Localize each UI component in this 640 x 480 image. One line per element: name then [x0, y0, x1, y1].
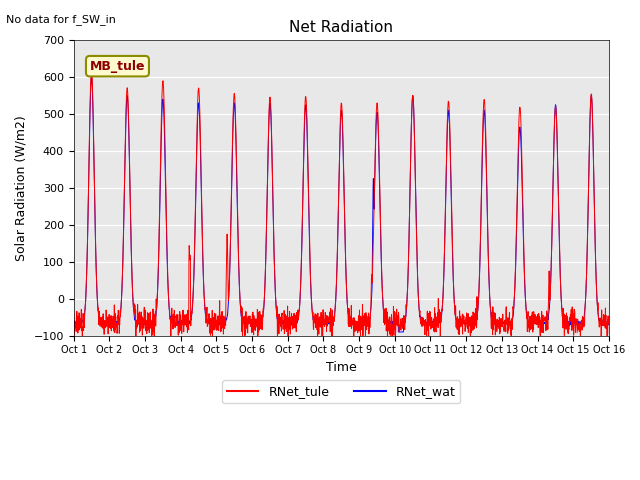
Text: No data for f_SW_in: No data for f_SW_in [6, 14, 116, 25]
RNet_wat [497, 321, 505, 327]
Line: RNet_tule: RNet_tule [74, 70, 609, 343]
RNet_wat [573, 320, 580, 325]
RNet_wat [70, 319, 77, 325]
RNet_tule [383, 340, 391, 346]
RNet_wat [395, 329, 403, 335]
RNet_wat [558, 308, 566, 313]
Line: RNet_wat: RNet_wat [74, 77, 609, 332]
RNet_wat [88, 74, 95, 80]
RNet_tule [369, 273, 376, 279]
RNet_tule [220, 316, 227, 322]
RNet_tule [558, 308, 566, 314]
X-axis label: Time: Time [326, 361, 356, 374]
RNet_tule [70, 308, 77, 314]
Title: Net Radiation: Net Radiation [289, 20, 393, 35]
RNet_tule [88, 67, 95, 72]
RNet_wat [369, 261, 376, 266]
Legend: RNet_tule, RNet_wat: RNet_tule, RNet_wat [222, 380, 460, 403]
RNet_wat [357, 319, 365, 325]
Text: MB_tule: MB_tule [90, 60, 145, 72]
RNet_tule [497, 315, 505, 321]
RNet_wat [605, 319, 612, 325]
RNet_tule [357, 313, 365, 319]
RNet_wat [220, 322, 227, 327]
RNet_tule [573, 323, 580, 328]
Y-axis label: Solar Radiation (W/m2): Solar Radiation (W/m2) [15, 115, 28, 261]
RNet_tule [605, 321, 612, 326]
